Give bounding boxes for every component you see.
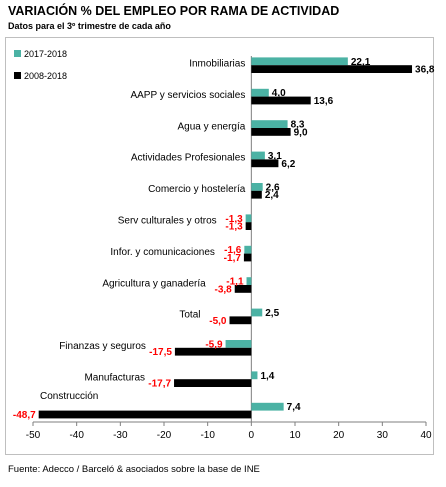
data-label: -1,7: [224, 253, 242, 264]
legend-label: 2008-2018: [24, 71, 67, 81]
data-label: 9,0: [294, 127, 308, 138]
bar-2017-2018: [251, 308, 263, 317]
chart-frame: [5, 37, 434, 455]
bar-2017-2018: [251, 88, 269, 97]
bar-2017-2018: [246, 277, 252, 285]
bar-2017-2018: [251, 57, 348, 66]
bar-2008-2018: [251, 65, 413, 73]
bar-2008-2018: [251, 190, 262, 199]
data-label: 1,4: [260, 371, 274, 382]
data-label: 13,6: [314, 96, 334, 107]
bar-2008-2018: [243, 253, 252, 262]
bar-2017-2018: [244, 245, 252, 254]
bar-2017-2018: [251, 402, 284, 411]
category-label: Manufacturas: [84, 373, 145, 384]
chart-subtitle: Datos para el 3º trimestre de cada año: [8, 21, 171, 31]
bar-2017-2018: [251, 151, 265, 160]
bar-2008-2018: [251, 128, 291, 136]
category-label: Serv culturales y otros: [118, 216, 217, 227]
bar-2008-2018: [251, 159, 279, 168]
bar-2008-2018: [234, 285, 252, 293]
category-label: Agua y energía: [178, 121, 246, 132]
data-label: -3,8: [215, 284, 233, 295]
data-label: -1,6: [224, 245, 242, 256]
x-tick-label: 0: [249, 430, 255, 441]
bar-2017-2018: [245, 214, 252, 223]
chart-title: VARIACIÓN % DEL EMPLEO POR RAMA DE ACTIV…: [8, 4, 340, 18]
data-label: 6,2: [281, 159, 295, 170]
category-label: Infor. y comunicaciones: [110, 247, 215, 258]
data-label: 22,1: [351, 57, 371, 68]
bar-2008-2018: [38, 410, 252, 419]
data-label: -1,1: [226, 277, 244, 288]
data-label: -5,9: [205, 339, 223, 350]
x-tick-label: -50: [26, 430, 41, 441]
bar-2008-2018: [174, 379, 252, 387]
legend-swatch: [14, 72, 21, 79]
data-label: 4,0: [272, 88, 286, 99]
bar-2008-2018: [245, 222, 252, 230]
data-label: 2,5: [265, 308, 279, 319]
category-label: Comercio y hostelería: [148, 184, 246, 195]
bar-2017-2018: [251, 371, 258, 380]
legend-label: 2017-2018: [24, 49, 67, 59]
x-tick-label: 10: [289, 430, 301, 441]
x-tick-label: 20: [333, 430, 345, 441]
category-label: Total: [179, 310, 200, 321]
x-tick-label: -10: [200, 430, 215, 441]
bar-2017-2018: [251, 120, 288, 128]
bar-2017-2018: [225, 340, 252, 348]
legend-swatch: [14, 50, 21, 57]
data-label: 2,4: [265, 190, 279, 201]
category-label: AAPP y servicios sociales: [130, 90, 245, 101]
bar-2008-2018: [174, 347, 252, 356]
data-label: -17,7: [148, 379, 171, 390]
data-label: -48,7: [13, 410, 36, 421]
data-label: -17,5: [149, 347, 172, 358]
source-note: Fuente: Adecco / Barceló & asociados sob…: [8, 464, 260, 475]
bar-2017-2018: [251, 183, 263, 191]
x-tick-label: 30: [377, 430, 389, 441]
category-label: Finanzas y seguros: [59, 341, 146, 352]
x-tick-label: -40: [69, 430, 84, 441]
category-label: Construcción: [40, 391, 98, 402]
data-label: -1,3: [225, 222, 243, 233]
data-label: -1,3: [225, 214, 243, 225]
x-tick-label: 40: [420, 430, 432, 441]
bar-2008-2018: [251, 96, 311, 105]
category-label: Actividades Profesionales: [131, 153, 246, 164]
category-label: Inmobiliarias: [189, 59, 245, 70]
data-label: 8,3: [291, 120, 305, 131]
bar-2008-2018: [229, 316, 252, 325]
data-label: 7,4: [287, 402, 301, 413]
data-label: 2,6: [266, 182, 280, 193]
data-label: 36,8: [415, 65, 435, 76]
category-label: Agricultura y ganadería: [102, 278, 206, 289]
x-tick-label: -30: [113, 430, 128, 441]
x-tick-label: -20: [157, 430, 172, 441]
data-label: 3,1: [268, 151, 282, 162]
data-label: -5,0: [209, 316, 227, 327]
